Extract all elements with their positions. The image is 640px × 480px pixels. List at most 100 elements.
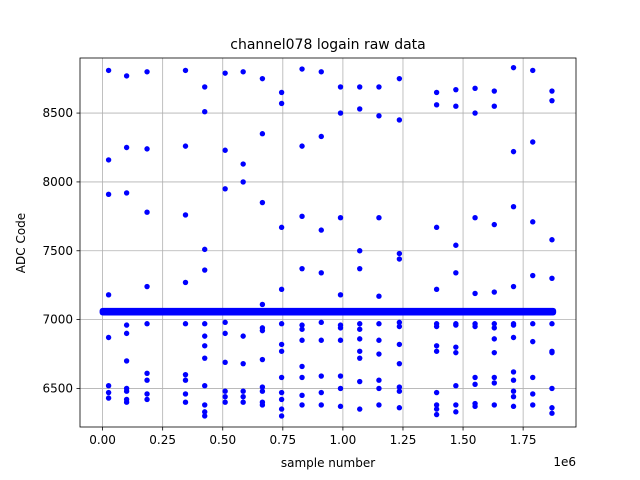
x-axis-label: sample number bbox=[281, 456, 375, 470]
data-point bbox=[530, 338, 536, 345]
data-point bbox=[491, 402, 497, 408]
data-point bbox=[453, 344, 459, 350]
data-point bbox=[510, 204, 517, 210]
data-point bbox=[123, 358, 130, 364]
data-point bbox=[549, 88, 555, 94]
data-point bbox=[337, 337, 344, 343]
data-point bbox=[376, 293, 382, 299]
data-point bbox=[299, 66, 305, 72]
data-point bbox=[337, 215, 344, 221]
data-point bbox=[549, 237, 555, 243]
data-point bbox=[376, 215, 382, 221]
data-point bbox=[491, 325, 497, 331]
data-point bbox=[376, 113, 382, 119]
data-point bbox=[182, 391, 189, 397]
data-point bbox=[510, 283, 517, 290]
data-point bbox=[357, 378, 363, 385]
data-point bbox=[530, 402, 536, 408]
data-point bbox=[491, 336, 497, 342]
data-point bbox=[433, 406, 440, 412]
data-band-layer bbox=[99, 307, 557, 316]
data-point bbox=[376, 84, 382, 90]
data-point bbox=[202, 333, 208, 339]
data-point bbox=[278, 406, 285, 412]
data-point bbox=[144, 209, 150, 215]
data-point bbox=[240, 394, 246, 400]
data-point bbox=[376, 385, 382, 392]
y-axis-label: ADC Code bbox=[14, 213, 28, 273]
data-point bbox=[530, 374, 536, 381]
data-point bbox=[182, 67, 189, 74]
data-point bbox=[123, 399, 130, 405]
data-point bbox=[318, 337, 324, 343]
grid-lines bbox=[80, 58, 576, 427]
data-point bbox=[259, 356, 266, 363]
data-point bbox=[240, 161, 246, 167]
x-tick-label: 0.50 bbox=[209, 433, 236, 447]
data-point bbox=[433, 402, 440, 408]
data-point bbox=[278, 286, 285, 293]
data-point bbox=[222, 388, 228, 394]
data-point bbox=[222, 394, 228, 400]
data-point bbox=[144, 146, 150, 152]
data-point bbox=[510, 377, 517, 383]
data-point bbox=[472, 381, 478, 388]
data-point bbox=[549, 321, 555, 327]
data-point bbox=[433, 102, 440, 108]
data-point bbox=[549, 385, 555, 392]
data-point bbox=[123, 144, 130, 151]
data-point bbox=[182, 371, 189, 378]
y-tick-label: 8000 bbox=[42, 175, 73, 189]
data-point bbox=[357, 84, 363, 90]
data-point bbox=[433, 286, 440, 293]
x-offset-label: 1e6 bbox=[553, 455, 576, 469]
data-point bbox=[318, 270, 324, 276]
data-point bbox=[510, 369, 517, 375]
data-point bbox=[530, 391, 536, 397]
data-point bbox=[240, 69, 246, 75]
data-point bbox=[453, 409, 459, 415]
data-point bbox=[202, 84, 208, 90]
data-point bbox=[376, 402, 382, 408]
data-point bbox=[240, 399, 246, 405]
data-point bbox=[376, 377, 382, 383]
data-point bbox=[202, 267, 208, 273]
data-point bbox=[318, 389, 324, 396]
data-point bbox=[144, 69, 150, 75]
data-point bbox=[357, 321, 363, 327]
data-point bbox=[491, 321, 497, 327]
data-point bbox=[299, 392, 305, 399]
data-point bbox=[144, 391, 150, 397]
data-point bbox=[396, 117, 403, 123]
data-point bbox=[182, 377, 189, 383]
data-point bbox=[144, 283, 150, 290]
data-point bbox=[123, 190, 130, 196]
data-point bbox=[105, 334, 112, 341]
data-point bbox=[453, 86, 459, 93]
data-point bbox=[202, 246, 208, 253]
data-point bbox=[396, 75, 403, 82]
data-point bbox=[299, 402, 305, 408]
data-band bbox=[99, 307, 557, 316]
data-point bbox=[396, 341, 403, 348]
data-point bbox=[318, 373, 324, 379]
data-point bbox=[222, 186, 228, 192]
data-point bbox=[278, 413, 285, 419]
data-point bbox=[396, 256, 403, 262]
data-point bbox=[105, 395, 112, 401]
data-point bbox=[202, 343, 208, 349]
data-point bbox=[278, 224, 285, 231]
data-point bbox=[202, 409, 208, 415]
data-point bbox=[259, 131, 266, 137]
data-point bbox=[530, 321, 536, 327]
data-point bbox=[491, 380, 497, 386]
data-point bbox=[182, 279, 189, 286]
data-point bbox=[278, 374, 285, 381]
data-point bbox=[396, 250, 403, 257]
data-point bbox=[259, 301, 266, 308]
data-point bbox=[144, 321, 150, 327]
data-point bbox=[549, 275, 555, 281]
data-point bbox=[530, 67, 536, 74]
data-point bbox=[182, 143, 189, 149]
data-point bbox=[396, 405, 403, 411]
